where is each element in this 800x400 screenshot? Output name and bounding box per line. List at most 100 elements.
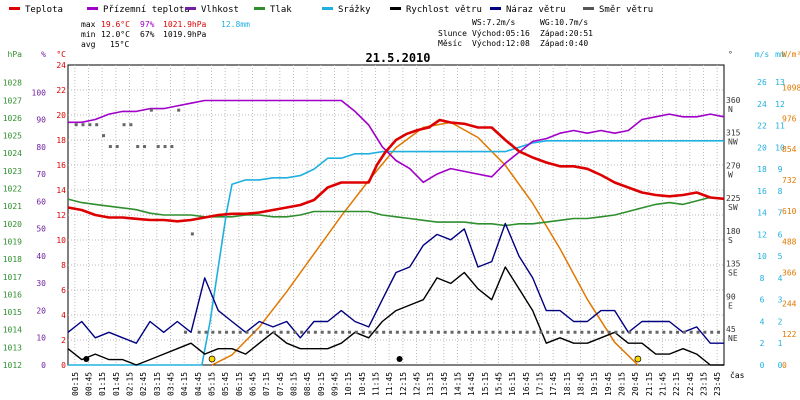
series-point-dir [635,330,639,334]
axis-tick-mm: 1 [778,339,783,348]
axis-tick-deg: 315 [726,129,741,138]
legend-label-feels: Přízemní teplota [103,5,190,15]
axis-tick-degc: 0 [61,361,66,370]
axis-tick-ms: 6 [760,296,765,305]
series-point-dir [136,145,140,149]
axis-tick-wm2: 122 [782,330,797,339]
axis-tick-time: 04:45 [194,372,203,396]
axis-tick-time: 07:15 [262,372,271,396]
axis-unit-wm2: W/m² [782,50,800,59]
series-point-dir [457,330,461,334]
series-point-dir [190,232,194,236]
axis-tick-hpa: 1018 [3,255,22,264]
series-point-dir [389,330,393,334]
stat-min-label: min [81,30,96,39]
axis-tick-degc: 14 [56,186,66,195]
series-point-dir [348,330,352,334]
axis-tick-degc: 24 [56,61,66,70]
axis-tick-degc: 16 [56,161,66,170]
axis-tick-time: 21:45 [659,372,668,396]
axis-tick-mm: 3 [778,296,783,305]
legend-swatch-press [254,7,265,10]
axis-tick-wm2: 488 [782,238,797,247]
axis-tick-time: 07:45 [276,372,285,396]
axis-tick-time: 12:15 [399,372,408,396]
series-point-dir [184,330,188,334]
series-line-press [67,196,725,227]
axis-tick-time: 18:45 [577,372,586,396]
axis-tick-mm: 11 [775,122,785,131]
axis-tick-wm2: 610 [782,207,797,216]
axis-tick-pct: 50 [36,225,46,234]
wind-ws: WS:7.2m/s [472,18,516,27]
axis-tick-ms: 24 [757,100,767,109]
axis-tick-time: 08:15 [290,372,299,396]
series-point-dir [641,330,645,334]
axis-tick-ms: 22 [757,122,767,131]
series-point-dir [498,330,502,334]
axis-tick-time: 21:15 [645,372,654,396]
series-point-dir [477,330,481,334]
axis-tick-hpa: 1019 [3,237,22,246]
axis-tick-hpa: 1024 [3,149,22,158]
series-point-dir [587,330,591,334]
axis-tick-pct: 100 [32,88,47,97]
axis-tick-time: 05:15 [208,372,217,396]
legend-label-press: Tlak [270,5,292,15]
series-point-dir [464,330,468,334]
axis-tick-pct: 60 [36,197,46,206]
stat-max-press: 1021.9hPa [163,20,207,29]
stat-min-press: 1019.9hPa [163,30,207,39]
series-point-dir [88,123,92,127]
axis-tick-hpa: 1014 [3,326,22,335]
axis-tick-deg: 180 [726,227,741,236]
series-point-dir [115,145,119,149]
series-point-dir [484,330,488,334]
axis-tick-time: 14:15 [454,372,463,396]
legend-label-rain: Srážky [338,5,371,15]
series-point-dir [177,108,181,112]
axis-tick-deg: 360 [726,96,741,105]
series-point-dir [607,330,611,334]
series-point-dir [382,330,386,334]
series-point-dir [471,330,475,334]
axis-tick-hpa: 1020 [3,220,22,229]
axis-tick-time: 01:45 [112,372,121,396]
axis-tick-hpa: 1026 [3,114,22,123]
axis-tick-hpa: 1015 [3,308,22,317]
axis-tick-hpa: 1022 [3,185,22,194]
axis-tick-time: 19:45 [604,372,613,396]
axis-tick-ms: 2 [760,339,765,348]
series-point-dir [717,330,721,334]
axis-tick-hpa: 1025 [3,132,22,141]
axis-tick-pct: 70 [36,170,46,179]
axis-tick-degc: 12 [56,211,66,220]
axis-tick-degc: 2 [61,336,66,345]
axis-tick-time: 04:15 [180,372,189,396]
series-point-dir [395,330,399,334]
stat-max-hum: 97% [140,20,155,29]
series-point-dir [245,330,249,334]
series-point-dir [614,330,618,334]
axis-unit-mm: mm [775,50,785,59]
series-point-dir [559,330,563,334]
moonset-marker [83,356,90,362]
series-point-dir [518,330,522,334]
axis-tick-degc: 20 [56,111,66,120]
legend-label-hum: Vlhkost [201,5,239,15]
series-point-dir [409,330,413,334]
axis-unit-ms: m/s [755,50,770,59]
series-point-dir [676,330,680,334]
axes: hPa1012101310141015101610171018101910201… [3,50,800,396]
axis-tick-deg: 45 [726,325,736,334]
axis-tick-ms: 18 [757,165,767,174]
series-point-dir [143,145,147,149]
axis-tick-time: 08:45 [303,372,312,396]
series-point-dir [211,330,215,334]
axis-tick-wm2: 1098 [782,83,800,92]
series-layer [67,99,725,366]
axis-tick-hpa: 1023 [3,167,22,176]
axis-tick-compass: E [728,301,733,310]
